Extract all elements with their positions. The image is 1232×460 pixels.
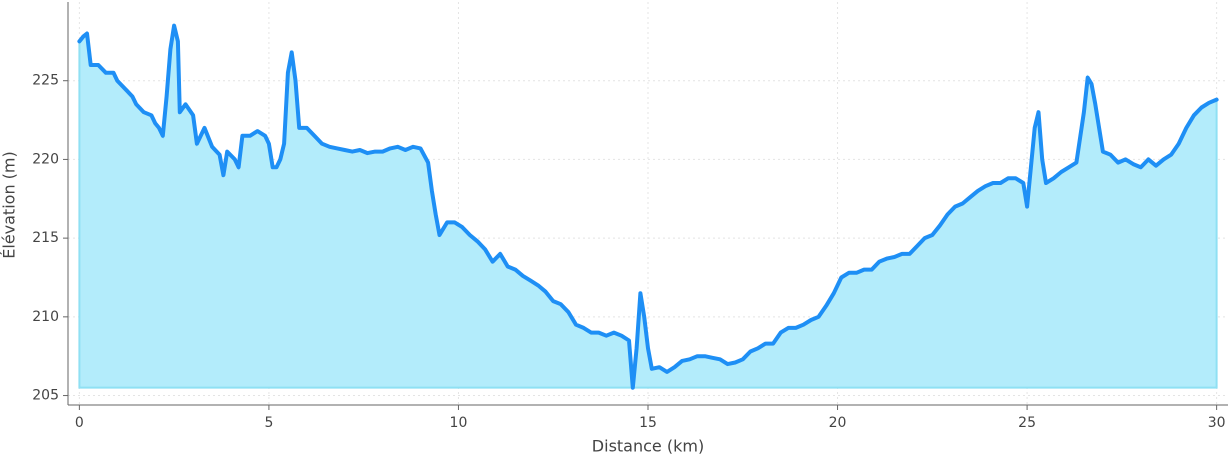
x-tick-label: 25 xyxy=(1018,415,1036,431)
y-tick-label: 210 xyxy=(32,309,59,325)
y-tick-label: 220 xyxy=(32,151,59,167)
x-tick-label: 0 xyxy=(75,415,84,431)
line xyxy=(77,23,1219,390)
x-tick-label: 5 xyxy=(264,415,273,431)
y-axis-label: Élévation (m) xyxy=(0,151,19,258)
x-tick-label: 10 xyxy=(450,415,468,431)
y-tick-label: 225 xyxy=(32,73,59,89)
y-tick-label: 215 xyxy=(32,230,59,246)
x-axis-label: Distance (km) xyxy=(592,437,704,456)
x-tick-label: 30 xyxy=(1208,415,1226,431)
y-tick-label: 205 xyxy=(32,388,59,404)
x-tick-label: 20 xyxy=(829,415,847,431)
x-tick-label: 15 xyxy=(639,415,657,431)
